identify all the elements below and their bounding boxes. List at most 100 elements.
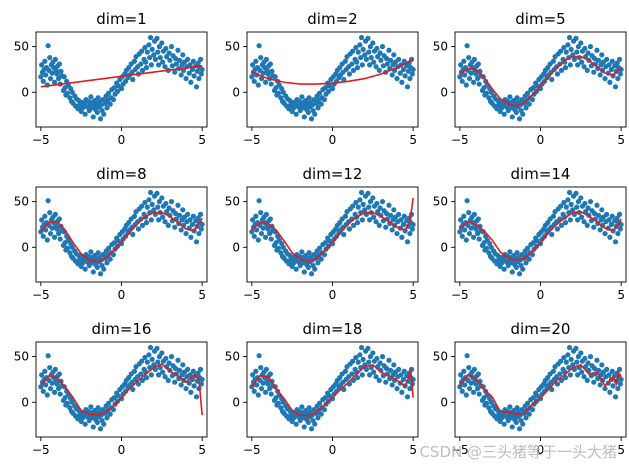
scatter-point xyxy=(457,74,463,80)
scatter-point xyxy=(371,59,377,65)
scatter-point xyxy=(516,116,523,122)
scatter-point xyxy=(476,391,482,397)
scatter-point xyxy=(374,45,380,52)
scatter-point xyxy=(308,116,315,122)
scatter-point xyxy=(526,101,532,107)
scatter-point xyxy=(139,203,145,209)
scatter-point xyxy=(578,350,584,356)
scatter-point xyxy=(562,375,569,381)
scatter-point xyxy=(377,205,383,211)
scatter-point xyxy=(306,250,312,256)
scatter-point xyxy=(386,47,392,53)
scatter-point xyxy=(162,374,168,380)
scatter-point xyxy=(591,210,598,217)
scatter-point xyxy=(568,201,574,207)
scatter-point xyxy=(558,203,564,209)
scatter-point xyxy=(276,237,282,243)
scatter-point xyxy=(135,226,142,232)
scatter-point xyxy=(265,71,271,77)
scatter-point xyxy=(183,230,189,237)
scatter-point xyxy=(147,344,154,351)
scatter-point xyxy=(353,354,359,361)
scatter-point xyxy=(405,68,411,74)
scatter-point xyxy=(523,105,529,111)
scatter-point xyxy=(251,388,257,394)
scatter-point xyxy=(606,62,612,68)
scatter-point xyxy=(488,244,494,250)
scatter-point xyxy=(567,372,573,378)
scatter-point xyxy=(383,379,389,385)
scatter-point xyxy=(355,204,361,210)
scatter-point xyxy=(188,79,194,85)
scatter-point xyxy=(98,102,104,108)
scatter-point xyxy=(566,364,572,371)
scatter-point xyxy=(376,377,382,383)
scatter-point xyxy=(516,426,523,432)
scatter-point xyxy=(463,392,469,398)
scatter-point xyxy=(379,354,386,360)
scatter-point xyxy=(565,42,571,48)
scatter-point xyxy=(566,344,573,351)
scatter-point xyxy=(312,421,318,427)
panel-title: dim=16 xyxy=(92,320,152,338)
scatter-point xyxy=(272,74,278,80)
scatter-point xyxy=(370,195,376,201)
scatter-point xyxy=(156,372,162,378)
panel-title: dim=1 xyxy=(96,10,146,28)
scatter-point xyxy=(604,211,610,217)
panel-title: dim=8 xyxy=(96,165,146,183)
scatter-point xyxy=(251,233,257,239)
scatter-point xyxy=(255,237,261,243)
scatter-point xyxy=(149,356,155,362)
scatter-point xyxy=(573,35,579,41)
scatter-point xyxy=(165,222,171,228)
scatter-point xyxy=(172,365,179,372)
scatter-point xyxy=(582,45,588,52)
scatter-point xyxy=(377,50,383,56)
scatter-point xyxy=(404,84,411,90)
scatter-point xyxy=(353,44,359,51)
scatter-point xyxy=(105,90,112,96)
scatter-point xyxy=(311,97,317,103)
scatter-point xyxy=(164,209,170,215)
scatter-point xyxy=(386,357,392,363)
scatter-point xyxy=(394,230,400,237)
y-tick-label: 0 xyxy=(21,85,29,99)
scatter-point xyxy=(199,376,205,383)
scatter-point xyxy=(178,382,184,388)
scatter-point xyxy=(162,219,168,225)
scatter-point xyxy=(568,356,574,362)
scatter-point xyxy=(306,405,312,411)
scatter-point xyxy=(457,229,463,235)
scatter-point xyxy=(355,49,361,55)
scatter-point xyxy=(604,366,610,372)
scatter-point xyxy=(318,101,324,107)
scatter-point xyxy=(371,214,377,220)
scatter-point xyxy=(530,395,536,401)
scatter-point xyxy=(56,371,62,377)
scatter-point xyxy=(126,65,132,71)
scatter-point xyxy=(389,72,395,78)
x-tick-label: 5 xyxy=(409,133,417,147)
scatter-point xyxy=(545,375,551,381)
scatter-point xyxy=(507,94,513,100)
scatter-point xyxy=(483,90,490,96)
scatter-point xyxy=(126,375,132,381)
scatter-point xyxy=(514,95,520,101)
scatter-point xyxy=(265,226,271,232)
scatter-point xyxy=(595,57,602,63)
scatter-point xyxy=(608,66,615,73)
scatter-point xyxy=(191,383,197,389)
scatter-point xyxy=(520,266,526,272)
scatter-point xyxy=(151,52,157,58)
scatter-point xyxy=(581,219,587,225)
scatter-point xyxy=(466,364,472,371)
scatter-point xyxy=(160,59,166,65)
scatter-point xyxy=(575,372,581,378)
scatter-point xyxy=(461,58,467,64)
scatter-point xyxy=(587,354,594,360)
